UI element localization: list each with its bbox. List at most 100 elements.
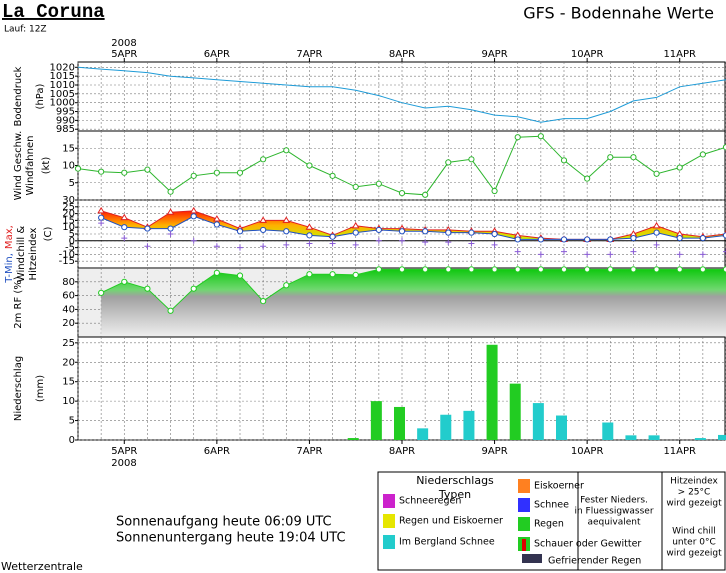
- y-label: Bodendruck: [13, 66, 24, 126]
- y-label: Wind Geschw.: [13, 131, 24, 201]
- y-tick-label: 10: [62, 396, 75, 407]
- legend-heat: wird gezeigt: [666, 499, 722, 509]
- legend-chill: Wind chill: [672, 527, 716, 537]
- marker: [514, 236, 521, 243]
- bar: [347, 438, 359, 440]
- y-tick-label: 1000: [50, 98, 75, 109]
- y-tick-label: 30: [62, 195, 75, 206]
- run: Lauf: 12Z: [4, 25, 47, 35]
- legend-label: Schnee: [534, 500, 569, 511]
- marker: [560, 157, 568, 164]
- marker: [260, 156, 267, 163]
- y-tick-label: 1015: [50, 71, 75, 82]
- series-line: [100, 268, 726, 312]
- marker: [699, 151, 706, 158]
- y-label: Niederschlag: [13, 356, 24, 421]
- legend-title: Niederschlags: [416, 474, 494, 487]
- legend-label: Eiskoerner: [534, 481, 584, 492]
- marker: [375, 237, 382, 244]
- marker: [120, 213, 129, 221]
- legend-swatch: [383, 514, 395, 528]
- marker: [375, 180, 382, 187]
- y-tick-label: 25: [62, 338, 75, 349]
- y-tick-label: 20: [62, 209, 75, 220]
- legend-chill: wird gezeigt: [666, 549, 722, 559]
- marker: [676, 164, 683, 171]
- marker: [584, 251, 591, 258]
- year-bottom: 2008: [111, 458, 136, 469]
- marker: [630, 266, 637, 273]
- marker: [584, 175, 591, 182]
- x-tick-label: 9APR: [481, 446, 507, 457]
- marker: [491, 266, 498, 273]
- y-tick-label: 25: [62, 202, 75, 213]
- y-tick-label: 1020: [50, 62, 75, 73]
- marker: [121, 224, 128, 231]
- marker: [329, 172, 336, 179]
- marker: [98, 220, 105, 227]
- y-tick-label: -10: [59, 249, 75, 260]
- x-tick-label: 6APR: [204, 446, 230, 457]
- marker: [630, 248, 637, 255]
- y-tick-label: 0: [69, 435, 75, 446]
- marker: [468, 266, 475, 273]
- marker: [422, 239, 429, 246]
- marker: [213, 221, 220, 228]
- y-label-part: Max,: [4, 225, 15, 249]
- marker: [306, 271, 313, 278]
- marker: [722, 144, 726, 151]
- y-tick-label: 15: [62, 215, 75, 226]
- marker: [259, 216, 268, 223]
- marker: [167, 225, 174, 232]
- marker: [653, 229, 660, 236]
- x-tick-label-top: 8APR: [389, 49, 415, 60]
- x-tick-label: 8APR: [389, 446, 415, 457]
- marker: [283, 228, 290, 235]
- marker: [491, 241, 498, 248]
- marker: [653, 170, 660, 177]
- marker: [329, 271, 336, 278]
- y-tick-label: 15: [62, 143, 75, 154]
- marker: [190, 213, 197, 220]
- marker: [352, 183, 359, 190]
- marker: [190, 172, 197, 179]
- legend-note: Fester Nieders.: [580, 496, 648, 506]
- y-tick-label: 5: [69, 416, 75, 427]
- x-tick-label: 10APR: [571, 446, 604, 457]
- marker: [676, 251, 683, 258]
- marker: [537, 266, 544, 273]
- y-tick-label: 1005: [50, 89, 75, 100]
- marker: [121, 278, 128, 285]
- marker: [98, 289, 105, 296]
- marker: [144, 285, 151, 292]
- marker: [352, 229, 359, 236]
- legend-label: Schneeregen: [399, 496, 461, 507]
- legend-swatch: [383, 494, 395, 508]
- series-line: [77, 66, 726, 123]
- marker: [144, 243, 151, 250]
- temp-band: [101, 210, 726, 240]
- y-tick-label: 20: [62, 357, 75, 368]
- marker: [514, 248, 521, 255]
- y-tick-label: 985: [56, 124, 75, 135]
- y-tick-label: 5: [69, 229, 75, 240]
- panel: [77, 130, 726, 201]
- marker: [260, 243, 267, 250]
- y-tick-label: -5: [65, 243, 75, 254]
- sunset: Sonnenuntergang heute 19:04 UTC: [116, 531, 346, 546]
- marker: [676, 266, 683, 273]
- marker: [537, 133, 544, 140]
- marker: [166, 208, 175, 215]
- marker: [676, 234, 683, 242]
- marker: [422, 266, 429, 273]
- marker: [98, 168, 105, 175]
- panel: [77, 61, 726, 132]
- marker: [630, 234, 637, 242]
- legend-swatch: [518, 479, 530, 493]
- x-tick-label-top: 5APR: [111, 49, 137, 60]
- legend-swatch: [518, 498, 530, 512]
- marker: [306, 232, 313, 239]
- y-tick-label: 40: [62, 304, 75, 315]
- marker: [653, 241, 660, 248]
- bar: [694, 438, 706, 440]
